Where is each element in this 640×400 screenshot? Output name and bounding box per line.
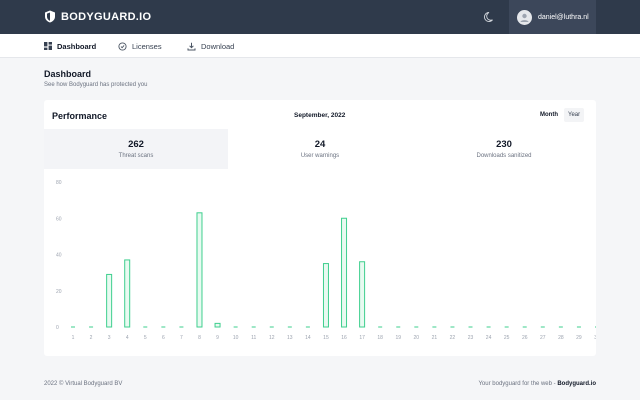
x-tick-label: 28 <box>558 335 564 341</box>
avatar-icon <box>517 9 532 25</box>
nav-download-label: Download <box>201 41 235 51</box>
y-tick-label: 40 <box>56 253 62 259</box>
x-tick-label: 15 <box>323 335 329 341</box>
x-tick-label: 30 <box>594 335 596 341</box>
dark-mode-moon-icon[interactable] <box>484 11 496 23</box>
x-tick-label: 2 <box>90 335 93 341</box>
x-tick-label: 10 <box>233 335 239 341</box>
y-tick-label: 60 <box>56 216 62 222</box>
x-tick-label: 19 <box>395 335 401 341</box>
nav-dashboard[interactable]: Dashboard <box>44 34 96 58</box>
x-tick-label: 1 <box>72 335 75 341</box>
bar-day-9[interactable] <box>214 322 221 328</box>
stat-value: 262 <box>128 139 144 150</box>
stat-downloads-sanitized[interactable]: 230 Downloads sanitized <box>412 129 596 169</box>
nav-dashboard-label: Dashboard <box>57 41 97 51</box>
x-tick-label: 11 <box>251 335 256 341</box>
stat-label: User warnings <box>300 153 340 159</box>
performance-title: Performance <box>52 111 108 121</box>
x-tick-label: 23 <box>468 335 474 341</box>
x-tick-label: 4 <box>126 335 129 341</box>
stat-value: 24 <box>314 139 326 150</box>
footer-tagline: Your bodyguard for the web - Bodyguard.i… <box>410 381 596 387</box>
nav-licenses[interactable]: Licenses <box>118 34 162 58</box>
stat-value: 230 <box>496 139 512 150</box>
x-tick-label: 26 <box>522 335 528 341</box>
x-tick-label: 7 <box>180 335 183 341</box>
x-tick-label: 3 <box>108 335 111 341</box>
stat-label: Threat scans <box>118 153 154 159</box>
footer-copyright: 2022 © Virtual Bodyguard BV <box>44 381 123 387</box>
x-tick-label: 12 <box>269 335 275 341</box>
page-title: Dashboard <box>44 69 92 79</box>
x-tick-label: 21 <box>432 335 438 341</box>
brand-name: BODYGUARD.IO <box>61 10 152 23</box>
x-tick-label: 9 <box>216 335 219 341</box>
x-tick-label: 20 <box>414 335 420 341</box>
page-subtitle: See how Bodyguard has protected you <box>44 82 148 88</box>
footer-tagline-text: Your bodyguard for the web - <box>478 381 558 387</box>
download-icon <box>187 42 196 50</box>
nav-licenses-label: Licenses <box>132 41 162 51</box>
toggle-month-button[interactable]: Month <box>536 108 562 122</box>
x-tick-label: 13 <box>287 335 293 341</box>
bar-day-8[interactable] <box>196 212 203 328</box>
x-tick-label: 16 <box>341 335 347 341</box>
y-tick-label: 80 <box>56 180 62 186</box>
period-toggle: Month Year <box>536 108 585 122</box>
bar-day-15[interactable] <box>322 263 329 328</box>
bar-day-16[interactable] <box>341 217 348 328</box>
bar-day-4[interactable] <box>124 259 131 328</box>
nav-download[interactable]: Download <box>187 34 234 58</box>
x-tick-label: 18 <box>377 335 383 341</box>
performance-card: Performance September, 2022 Month Year 2… <box>44 100 596 356</box>
user-email: daniel@luthra.nl <box>538 13 589 21</box>
user-menu[interactable]: daniel@luthra.nl <box>509 0 596 34</box>
shield-logo-icon <box>45 10 55 23</box>
stat-user-warnings[interactable]: 24 User warnings <box>228 129 412 169</box>
stat-label: Downloads sanitized <box>476 153 532 159</box>
toggle-year-button[interactable]: Year <box>564 108 585 122</box>
main-nav: Dashboard Licenses Download <box>0 34 640 58</box>
y-tick-label: 0 <box>56 325 59 331</box>
brand-logo[interactable]: BODYGUARD.IO <box>44 10 151 23</box>
x-tick-label: 29 <box>576 335 582 341</box>
top-bar: BODYGUARD.IO daniel@luthra.nl <box>0 0 640 34</box>
dashboard-grid-icon <box>44 42 52 50</box>
bar-day-3[interactable] <box>106 273 113 328</box>
y-tick-label: 20 <box>56 289 62 295</box>
x-tick-label: 22 <box>450 335 456 341</box>
footer-link[interactable]: Bodyguard.io <box>557 381 596 387</box>
licenses-badge-icon <box>118 41 127 51</box>
period-label: September, 2022 <box>294 112 346 119</box>
x-tick-label: 6 <box>162 335 165 341</box>
bar-day-17[interactable] <box>359 261 366 328</box>
x-tick-label: 27 <box>540 335 546 341</box>
x-tick-label: 24 <box>486 335 492 341</box>
x-tick-label: 14 <box>305 335 311 341</box>
stat-threat-scans[interactable]: 262 Threat scans <box>44 129 228 169</box>
x-tick-label: 8 <box>198 335 201 341</box>
x-tick-label: 25 <box>504 335 510 341</box>
x-tick-label: 17 <box>359 335 365 341</box>
x-tick-label: 5 <box>144 335 147 341</box>
